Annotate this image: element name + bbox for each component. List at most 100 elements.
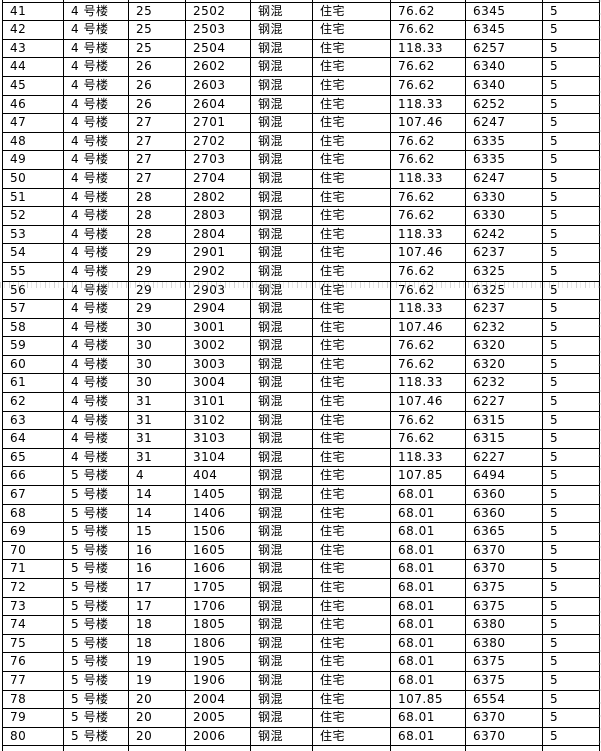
row-number-cell: 59 (2, 336, 64, 356)
note-cell: 5 (542, 633, 600, 654)
row-number-cell: 65 (2, 447, 64, 468)
price-cell: 6340 (465, 75, 543, 96)
usage-cell: 住宅 (312, 485, 391, 505)
row-number-cell: 46 (2, 94, 64, 115)
area-cell: 107.85 (390, 466, 466, 487)
room-number-cell: 1705 (185, 578, 251, 598)
room-number-cell: 1606 (185, 559, 251, 579)
table-row: 44 4 号楼 26 2602 钢混 住宅 76.62 6340 5 (2, 57, 600, 77)
room-number-cell: 2804 (185, 224, 251, 245)
floor-cell: 18 (128, 633, 186, 654)
usage-cell: 住宅 (312, 596, 391, 617)
usage-cell: 住宅 (312, 261, 391, 282)
partial-row-bottom (2, 745, 600, 751)
area-cell: 76.62 (390, 57, 466, 77)
usage-cell: 住宅 (312, 113, 391, 133)
structure-cell: 钢混 (250, 429, 313, 449)
row-number-cell: 47 (2, 113, 64, 133)
building-cell: 4 号楼 (63, 261, 129, 282)
usage-cell: 住宅 (312, 20, 391, 40)
area-cell: 107.46 (390, 243, 466, 263)
table-row: 41 4 号楼 25 2502 钢混 住宅 76.62 6345 5 (2, 1, 600, 22)
note-cell: 5 (542, 187, 600, 208)
table-row: 52 4 号楼 28 2803 钢混 住宅 76.62 6330 5 (2, 206, 600, 226)
usage-cell: 住宅 (312, 94, 391, 115)
row-number-cell: 61 (2, 373, 64, 394)
building-cell: 4 号楼 (63, 243, 129, 263)
room-number-cell: 1706 (185, 596, 251, 617)
usage-cell: 住宅 (312, 336, 391, 356)
row-number-cell: 64 (2, 429, 64, 449)
room-number-cell: 2901 (185, 243, 251, 263)
price-cell: 6375 (465, 596, 543, 617)
building-cell: 4 号楼 (63, 392, 129, 412)
usage-cell: 住宅 (312, 224, 391, 245)
floor-cell: 29 (128, 280, 186, 301)
room-number-cell: 3004 (185, 373, 251, 394)
cell (2, 745, 64, 751)
row-number-cell: 52 (2, 206, 64, 226)
table-row: 57 4 号楼 29 2904 钢混 住宅 118.33 6237 5 (2, 299, 600, 319)
usage-cell: 住宅 (312, 57, 391, 77)
price-cell: 6380 (465, 633, 543, 654)
floor-cell: 30 (128, 336, 186, 356)
room-number-cell: 2701 (185, 113, 251, 133)
floor-cell: 25 (128, 1, 186, 22)
table-row: 67 5 号楼 14 1405 钢混 住宅 68.01 6360 5 (2, 485, 600, 505)
price-cell: 6340 (465, 57, 543, 77)
area-cell: 76.62 (390, 150, 466, 170)
structure-cell: 钢混 (250, 317, 313, 338)
room-number-cell: 2006 (185, 726, 251, 747)
note-cell: 5 (542, 20, 600, 40)
row-number-cell: 44 (2, 57, 64, 77)
room-number-cell: 1506 (185, 522, 251, 542)
room-number-cell: 1905 (185, 652, 251, 672)
usage-cell: 住宅 (312, 578, 391, 598)
table-row: 50 4 号楼 27 2704 钢混 住宅 118.33 6247 5 (2, 168, 600, 189)
room-number-cell: 2004 (185, 689, 251, 710)
row-number-cell: 72 (2, 578, 64, 598)
structure-cell: 钢混 (250, 633, 313, 654)
building-cell: 4 号楼 (63, 354, 129, 375)
structure-cell: 钢混 (250, 75, 313, 96)
row-number-cell: 71 (2, 559, 64, 579)
building-cell: 4 号楼 (63, 20, 129, 40)
structure-cell: 钢混 (250, 726, 313, 747)
usage-cell: 住宅 (312, 243, 391, 263)
floor-cell: 14 (128, 503, 186, 524)
usage-cell: 住宅 (312, 615, 391, 635)
price-cell: 6232 (465, 317, 543, 338)
price-cell: 6227 (465, 392, 543, 412)
floor-cell: 4 (128, 466, 186, 487)
note-cell: 5 (542, 373, 600, 394)
row-number-cell: 58 (2, 317, 64, 338)
floor-cell: 29 (128, 243, 186, 263)
structure-cell: 钢混 (250, 224, 313, 245)
price-cell: 6325 (465, 280, 543, 301)
price-cell: 6315 (465, 429, 543, 449)
note-cell: 5 (542, 596, 600, 617)
floor-cell: 31 (128, 447, 186, 468)
area-cell: 68.01 (390, 652, 466, 672)
building-cell: 5 号楼 (63, 559, 129, 579)
building-cell: 5 号楼 (63, 633, 129, 654)
area-cell: 76.62 (390, 336, 466, 356)
floor-cell: 29 (128, 261, 186, 282)
area-cell: 68.01 (390, 522, 466, 542)
row-number-cell: 56 (2, 280, 64, 301)
table-row: 53 4 号楼 28 2804 钢混 住宅 118.33 6242 5 (2, 224, 600, 245)
structure-cell: 钢混 (250, 280, 313, 301)
note-cell: 5 (542, 392, 600, 412)
structure-cell: 钢混 (250, 708, 313, 728)
row-number-cell: 50 (2, 168, 64, 189)
row-number-cell: 62 (2, 392, 64, 412)
area-cell: 118.33 (390, 299, 466, 319)
table-row: 55 4 号楼 29 2902 钢混 住宅 76.62 6325 5 (2, 261, 600, 282)
price-cell: 6325 (465, 261, 543, 282)
building-cell: 5 号楼 (63, 578, 129, 598)
table-row: 61 4 号楼 30 3004 钢混 住宅 118.33 6232 5 (2, 373, 600, 394)
price-cell: 6247 (465, 168, 543, 189)
price-cell: 6365 (465, 522, 543, 542)
area-cell: 118.33 (390, 373, 466, 394)
